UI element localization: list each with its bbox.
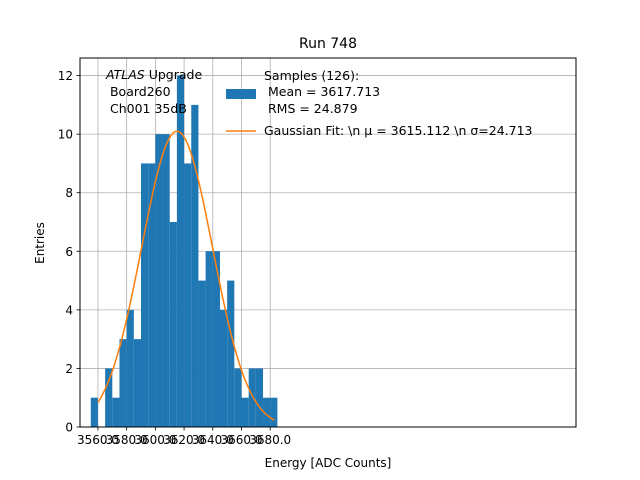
histogram-bar xyxy=(241,397,249,427)
histogram-bar xyxy=(255,368,264,427)
x-tick-label: 3660.0 xyxy=(221,433,263,447)
chart-title: Run 748 xyxy=(299,36,357,52)
y-tick-label: 4 xyxy=(65,303,73,317)
histogram-bars xyxy=(90,75,278,428)
histogram-bar xyxy=(263,397,271,427)
histogram-bar xyxy=(198,280,206,427)
histogram-bar xyxy=(184,163,192,427)
histogram-bar xyxy=(169,222,177,427)
legend-fit-label: Gaussian Fit: \n μ = 3615.112 \n σ=24.71… xyxy=(264,123,533,138)
legend-hist-line-3: RMS = 24.879 xyxy=(264,101,358,116)
legend: Samples (126): Mean = 3617.713 RMS = 24.… xyxy=(226,68,533,138)
plot-frame xyxy=(79,57,577,428)
x-tick-label: 3640.0 xyxy=(192,433,234,447)
legend-hist-line-1: Samples (126): xyxy=(264,68,359,83)
y-axis-ticks: 0 2 4 6 8 10 12 xyxy=(58,69,80,435)
histogram-bar xyxy=(270,397,278,427)
y-tick-label: 8 xyxy=(65,186,73,200)
x-tick-label: 3680.0 xyxy=(249,433,291,447)
x-tick-label: 3600.0 xyxy=(134,433,176,447)
y-tick-label: 2 xyxy=(65,362,73,376)
atlas-annotation: ATLAS Upgrade Board260 Ch001 35dB xyxy=(105,67,202,116)
histogram-bar xyxy=(112,397,120,427)
histogram-bar xyxy=(126,309,134,427)
annotation-line-1: ATLAS Upgrade xyxy=(105,67,202,82)
histogram-bar xyxy=(212,251,220,427)
histogram-bar xyxy=(162,134,170,427)
histogram-bar xyxy=(148,163,156,427)
annotation-upgrade: Upgrade xyxy=(145,67,203,82)
annotation-channel: Ch001 35dB xyxy=(106,101,187,116)
x-axis-ticks: 3560.03580.03600.03620.03640.03660.03680… xyxy=(77,427,291,447)
histogram-bar xyxy=(105,368,113,427)
histogram-bar xyxy=(205,251,213,427)
gaussian-fit-curve xyxy=(97,130,275,421)
x-tick-label: 3620.0 xyxy=(163,433,205,447)
histogram-bar xyxy=(155,134,163,427)
histogram-bar xyxy=(219,309,228,427)
histogram-bar xyxy=(141,163,149,427)
y-tick-label: 12 xyxy=(58,69,73,83)
y-tick-label: 6 xyxy=(65,245,73,259)
y-tick-label: 0 xyxy=(65,421,73,435)
y-tick-label: 10 xyxy=(58,128,73,142)
histogram-bar xyxy=(191,104,199,427)
x-tick-label: 3560.0 xyxy=(77,433,119,447)
histogram-bar xyxy=(119,339,127,427)
histogram-bar xyxy=(234,368,242,427)
legend-hist-line-2: Mean = 3617.713 xyxy=(264,84,380,99)
legend-histogram-patch xyxy=(226,89,256,99)
histogram-bar xyxy=(176,75,185,428)
histogram-bar xyxy=(227,280,235,427)
annotation-board: Board260 xyxy=(106,84,171,99)
histogram-bar xyxy=(133,339,142,427)
y-axis-label: Entries xyxy=(33,222,47,264)
histogram-bar xyxy=(248,368,256,427)
annotation-atlas: ATLAS xyxy=(105,67,145,82)
histogram-bar xyxy=(90,397,98,427)
x-axis-label: Energy [ADC Counts] xyxy=(265,456,392,470)
x-tick-label: 3580.0 xyxy=(106,433,148,447)
